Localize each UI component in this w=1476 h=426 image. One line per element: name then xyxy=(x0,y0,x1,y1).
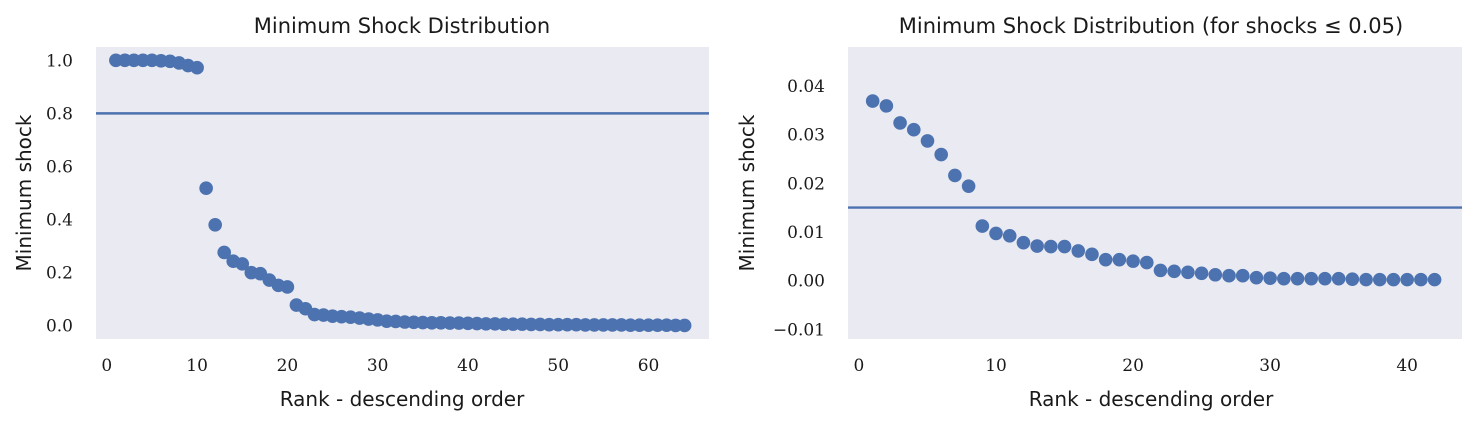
y-tick-label: 1.0 xyxy=(46,51,73,71)
chart-panel-right: Minimum Shock Distribution (for shocks ≤… xyxy=(735,14,1462,411)
data-point xyxy=(1290,271,1305,286)
data-point xyxy=(1400,272,1414,287)
data-point xyxy=(208,218,222,232)
data-point xyxy=(1277,271,1291,286)
y-axis-label: Minimum shock xyxy=(735,114,759,271)
data-point xyxy=(920,134,935,148)
data-point xyxy=(1167,264,1181,279)
data-point xyxy=(190,60,204,75)
data-point xyxy=(989,226,1003,241)
plot-area xyxy=(848,47,1462,339)
data-point xyxy=(1427,272,1442,287)
y-tick-label: 0.02 xyxy=(787,174,825,194)
data-point xyxy=(1153,263,1168,278)
data-point xyxy=(1263,271,1277,285)
y-tick-labels: −0.01 0.00 0.01 0.02 0.03 0.04 xyxy=(773,77,825,340)
plot-area xyxy=(96,47,709,339)
data-point xyxy=(975,219,990,233)
data-point xyxy=(1085,247,1099,262)
data-point xyxy=(1030,239,1044,253)
data-point xyxy=(1002,229,1017,243)
data-point xyxy=(1181,265,1195,280)
data-points xyxy=(865,94,1442,287)
y-tick-label: 0.2 xyxy=(46,264,73,284)
x-tick-label: 0 xyxy=(854,356,865,376)
x-tick-label: 60 xyxy=(638,356,660,376)
y-axis-label: Minimum shock xyxy=(12,114,36,271)
chart-title: Minimum Shock Distribution (for shocks ≤… xyxy=(899,14,1403,38)
data-point xyxy=(1071,244,1086,258)
data-point xyxy=(1372,272,1387,287)
data-point xyxy=(217,245,231,260)
y-tick-label: −0.01 xyxy=(773,320,825,340)
data-point xyxy=(1318,271,1332,286)
x-tick-label: 30 xyxy=(1259,356,1281,376)
data-points xyxy=(109,53,692,333)
x-tick-label: 30 xyxy=(367,356,389,376)
data-point xyxy=(1057,239,1072,254)
data-point xyxy=(1126,254,1140,268)
x-tick-label: 40 xyxy=(1396,356,1418,376)
data-point xyxy=(1194,266,1209,281)
data-point xyxy=(906,122,921,137)
data-point xyxy=(934,147,948,162)
x-axis-label: Rank - descending order xyxy=(280,387,525,411)
y-tick-labels: 0.0 0.2 0.4 0.6 0.8 1.0 xyxy=(46,51,73,336)
x-tick-labels: 0 10 20 30 40 50 60 xyxy=(101,356,659,376)
data-point xyxy=(1304,271,1319,286)
y-tick-label: 0.4 xyxy=(46,211,73,231)
data-point xyxy=(1139,255,1154,270)
x-tick-label: 10 xyxy=(186,356,208,376)
data-point xyxy=(879,99,894,113)
data-point xyxy=(865,94,880,108)
data-point xyxy=(1016,235,1031,250)
y-tick-label: 0.0 xyxy=(46,317,73,337)
data-point xyxy=(1359,272,1373,287)
data-point xyxy=(1208,267,1223,282)
y-tick-label: 0.8 xyxy=(46,104,73,124)
y-tick-label: 0.04 xyxy=(787,77,825,97)
data-point xyxy=(948,168,962,183)
data-point xyxy=(1222,268,1236,283)
x-tick-label: 10 xyxy=(985,356,1007,376)
data-point xyxy=(1235,268,1250,283)
y-tick-label: 0.03 xyxy=(787,126,825,146)
data-point xyxy=(1386,272,1401,287)
x-tick-label: 20 xyxy=(1122,356,1144,376)
data-point xyxy=(961,179,976,193)
x-axis-label: Rank - descending order xyxy=(1029,387,1274,411)
data-point xyxy=(199,181,213,196)
data-point xyxy=(280,280,295,294)
data-point xyxy=(1414,272,1428,287)
data-point xyxy=(1249,270,1264,285)
data-point xyxy=(1098,252,1113,267)
chart-panel-left: Minimum Shock Distribution Rank - descen… xyxy=(12,14,709,411)
x-tick-label: 50 xyxy=(547,356,569,376)
data-point xyxy=(235,257,250,271)
data-point xyxy=(1044,239,1058,254)
chart-title: Minimum Shock Distribution xyxy=(254,14,550,38)
data-point xyxy=(1112,252,1127,267)
y-tick-label: 0.01 xyxy=(787,223,825,243)
data-point xyxy=(1345,272,1360,286)
data-point xyxy=(1331,271,1346,286)
data-point xyxy=(677,318,692,333)
data-point xyxy=(893,116,907,130)
y-tick-label: 0.00 xyxy=(787,272,825,292)
y-tick-label: 0.6 xyxy=(46,157,73,177)
x-tick-label: 20 xyxy=(277,356,299,376)
x-tick-label: 0 xyxy=(101,356,112,376)
x-tick-labels: 0 10 20 30 40 xyxy=(854,356,1418,376)
x-tick-label: 40 xyxy=(457,356,479,376)
